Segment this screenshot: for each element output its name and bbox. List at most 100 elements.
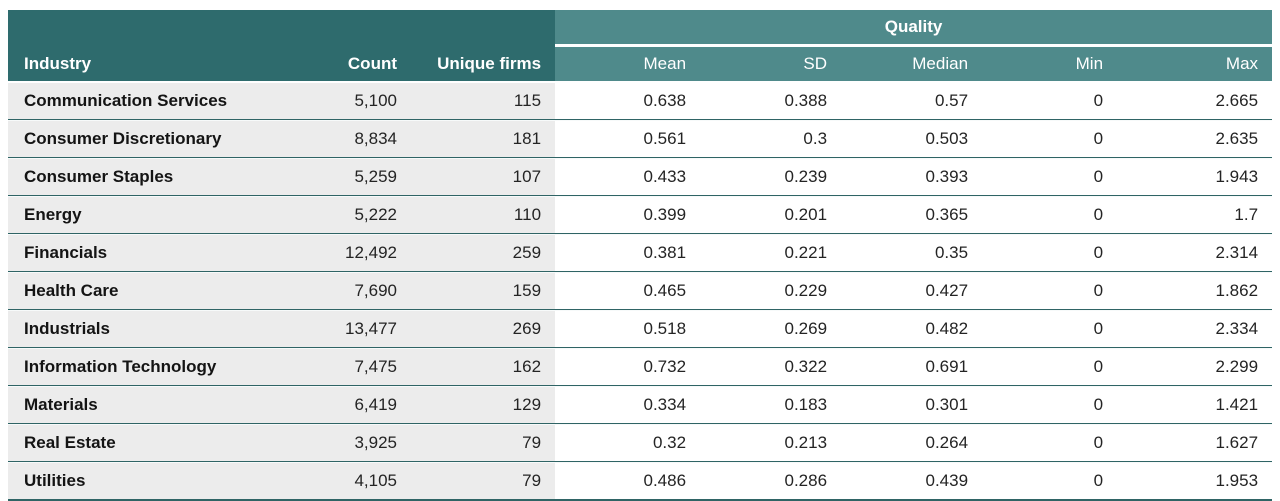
cell-max: 2.299 (1117, 348, 1273, 386)
cell-sd: 0.269 (700, 310, 842, 348)
cell-count: 12,492 (310, 234, 411, 272)
column-header-row: Industry Count Unique firms Mean SD Medi… (8, 47, 1273, 83)
cell-industry: Utilities (8, 462, 310, 501)
cell-sd: 0.286 (700, 462, 842, 501)
cell-mean: 0.32 (555, 424, 701, 462)
table-row: Real Estate 3,925 79 0.32 0.213 0.264 0 1.627 (8, 424, 1273, 462)
cell-median: 0.427 (841, 272, 983, 310)
cell-sd: 0.3 (700, 120, 842, 158)
cell-max: 1.7 (1117, 196, 1273, 234)
cell-industry: Consumer Discretionary (8, 120, 310, 158)
industry-quality-table: Quality Industry Count Unique firms Mean… (8, 10, 1273, 501)
cell-industry: Communication Services (8, 83, 310, 120)
table-row: Energy 5,222 110 0.399 0.201 0.365 0 1.7 (8, 196, 1273, 234)
cell-mean: 0.465 (555, 272, 701, 310)
cell-industry: Health Care (8, 272, 310, 310)
col-header-max: Max (1117, 47, 1273, 83)
table-header: Quality Industry Count Unique firms Mean… (8, 10, 1273, 83)
quality-group-header: Quality (555, 10, 1273, 47)
cell-industry: Information Technology (8, 348, 310, 386)
col-header-unique-firms: Unique firms (411, 47, 556, 83)
cell-sd: 0.213 (700, 424, 842, 462)
cell-industry: Financials (8, 234, 310, 272)
cell-median: 0.503 (841, 120, 983, 158)
cell-max: 1.953 (1117, 462, 1273, 501)
cell-mean: 0.561 (555, 120, 701, 158)
cell-sd: 0.388 (700, 83, 842, 120)
cell-sd: 0.239 (700, 158, 842, 196)
col-header-min: Min (982, 47, 1118, 83)
cell-min: 0 (982, 462, 1118, 501)
cell-count: 4,105 (310, 462, 411, 501)
cell-min: 0 (982, 196, 1118, 234)
cell-mean: 0.638 (555, 83, 701, 120)
cell-median: 0.365 (841, 196, 983, 234)
cell-industry: Real Estate (8, 424, 310, 462)
table-row: Consumer Discretionary 8,834 181 0.561 0.3 0.… (8, 120, 1273, 158)
cell-max: 2.334 (1117, 310, 1273, 348)
table-row: Industrials 13,477 269 0.518 0.269 0.482 0 2.33… (8, 310, 1273, 348)
cell-min: 0 (982, 310, 1118, 348)
cell-sd: 0.221 (700, 234, 842, 272)
cell-mean: 0.518 (555, 310, 701, 348)
cell-mean: 0.334 (555, 386, 701, 424)
cell-count: 5,100 (310, 83, 411, 120)
cell-max: 1.943 (1117, 158, 1273, 196)
cell-unique-firms: 269 (411, 310, 556, 348)
cell-mean: 0.399 (555, 196, 701, 234)
cell-mean: 0.381 (555, 234, 701, 272)
cell-median: 0.57 (841, 83, 983, 120)
cell-min: 0 (982, 83, 1118, 120)
cell-sd: 0.322 (700, 348, 842, 386)
cell-count: 7,475 (310, 348, 411, 386)
col-header-mean: Mean (555, 47, 701, 83)
cell-unique-firms: 79 (411, 424, 556, 462)
cell-median: 0.482 (841, 310, 983, 348)
table-body: Communication Services 5,100 115 0.638 0.388… (8, 83, 1273, 501)
cell-unique-firms: 162 (411, 348, 556, 386)
cell-min: 0 (982, 234, 1118, 272)
cell-unique-firms: 79 (411, 462, 556, 501)
cell-max: 2.635 (1117, 120, 1273, 158)
cell-median: 0.35 (841, 234, 983, 272)
header-spacer (8, 10, 556, 47)
col-header-industry: Industry (8, 47, 310, 83)
cell-count: 13,477 (310, 310, 411, 348)
cell-median: 0.691 (841, 348, 983, 386)
cell-mean: 0.732 (555, 348, 701, 386)
cell-median: 0.393 (841, 158, 983, 196)
cell-count: 8,834 (310, 120, 411, 158)
cell-min: 0 (982, 386, 1118, 424)
cell-min: 0 (982, 272, 1118, 310)
cell-unique-firms: 159 (411, 272, 556, 310)
cell-unique-firms: 110 (411, 196, 556, 234)
cell-industry: Consumer Staples (8, 158, 310, 196)
col-header-median: Median (841, 47, 983, 83)
table-row: Health Care 7,690 159 0.465 0.229 0.427 0 1.862 (8, 272, 1273, 310)
cell-count: 5,222 (310, 196, 411, 234)
table-row: Financials 12,492 259 0.381 0.221 0.35 0 2.314 (8, 234, 1273, 272)
cell-unique-firms: 129 (411, 386, 556, 424)
table-row: Consumer Staples 5,259 107 0.433 0.239 0.393 0… (8, 158, 1273, 196)
cell-max: 1.862 (1117, 272, 1273, 310)
cell-mean: 0.486 (555, 462, 701, 501)
cell-sd: 0.229 (700, 272, 842, 310)
cell-sd: 0.201 (700, 196, 842, 234)
cell-max: 1.421 (1117, 386, 1273, 424)
cell-median: 0.439 (841, 462, 983, 501)
table-row: Information Technology 7,475 162 0.732 0.322… (8, 348, 1273, 386)
cell-sd: 0.183 (700, 386, 842, 424)
cell-min: 0 (982, 348, 1118, 386)
cell-median: 0.264 (841, 424, 983, 462)
cell-unique-firms: 259 (411, 234, 556, 272)
cell-median: 0.301 (841, 386, 983, 424)
cell-industry: Materials (8, 386, 310, 424)
cell-count: 5,259 (310, 158, 411, 196)
cell-max: 2.665 (1117, 83, 1273, 120)
table-row: Utilities 4,105 79 0.486 0.286 0.439 0 1.953 (8, 462, 1273, 501)
table-row: Materials 6,419 129 0.334 0.183 0.301 0 1.421 (8, 386, 1273, 424)
col-header-sd: SD (700, 47, 842, 83)
cell-count: 7,690 (310, 272, 411, 310)
cell-industry: Energy (8, 196, 310, 234)
industry-quality-summary: Quality Industry Count Unique firms Mean… (8, 10, 1273, 501)
